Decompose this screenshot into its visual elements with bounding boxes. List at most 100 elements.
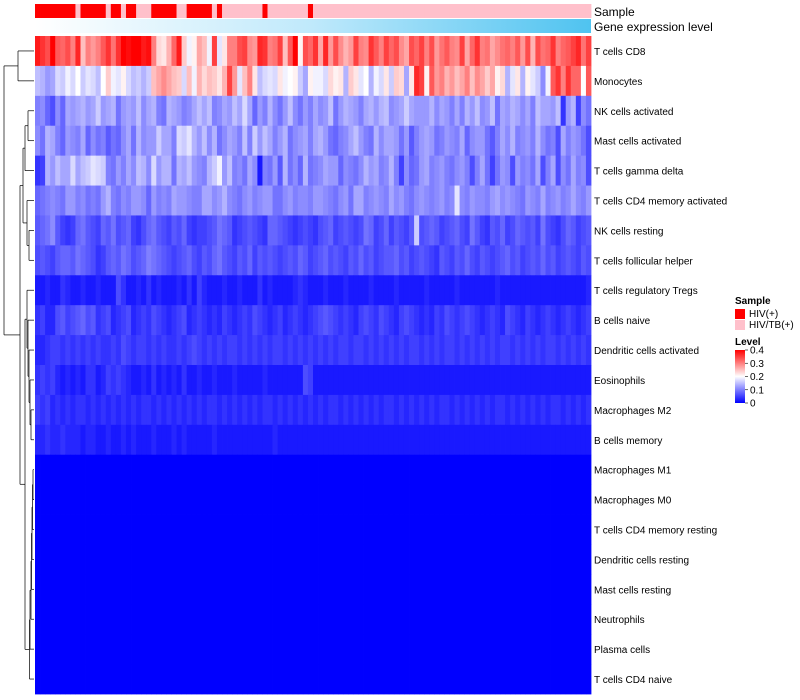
heatmap-cell: [252, 664, 258, 695]
heatmap-cell: [50, 95, 56, 127]
heatmap-cell: [570, 394, 577, 426]
heatmap-cell: [343, 215, 349, 246]
heatmap-cell: [151, 245, 157, 276]
heatmap-cell: [45, 65, 51, 97]
heatmap-cell: [560, 245, 567, 276]
heatmap-cell: [348, 245, 354, 276]
heatmap-cell: [176, 95, 182, 127]
heatmap-cell: [131, 634, 137, 665]
heatmap-cell: [181, 664, 188, 695]
heatmap-cell: [555, 365, 562, 396]
heatmap-cell: [222, 335, 228, 366]
heatmap-cell: [120, 454, 127, 486]
heatmap-cell: [110, 215, 117, 246]
heatmap-cell: [419, 604, 425, 635]
heatmap-cell: [550, 305, 557, 336]
heatmap-cell: [555, 245, 562, 276]
heatmap-cell: [449, 544, 455, 575]
heatmap-cell: [378, 424, 385, 456]
heatmap-cell: [166, 275, 172, 306]
heatmap-cell: [120, 155, 127, 186]
heatmap-cell: [474, 544, 481, 575]
heatmap-cell: [535, 604, 541, 635]
heatmap-cell: [505, 305, 511, 336]
heatmap-cell: [429, 155, 435, 186]
heatmap-cell: [444, 335, 450, 366]
heatmap-cell: [186, 574, 193, 605]
heatmap-cell: [176, 394, 182, 426]
heatmap-cell: [585, 335, 592, 366]
heatmap-cell: [196, 484, 203, 515]
heatmap-cell: [500, 305, 506, 336]
heatmap-cell: [545, 65, 551, 97]
heatmap-cell: [292, 36, 299, 67]
heatmap-cell: [307, 634, 314, 665]
heatmap-cell: [494, 185, 501, 216]
heatmap-cell: [409, 36, 415, 67]
heatmap-cell: [510, 305, 516, 336]
heatmap-cell: [302, 544, 309, 575]
heatmap-cell: [131, 275, 137, 306]
heatmap-cell: [388, 484, 395, 515]
heatmap-cell: [434, 394, 440, 426]
heatmap-cell: [40, 544, 46, 575]
heatmap-cell: [277, 65, 284, 97]
heatmap-cell: [105, 544, 112, 575]
heatmap-cell: [323, 394, 329, 426]
heatmap-cell: [434, 245, 440, 276]
heatmap-cell: [287, 574, 294, 605]
heatmap-cell: [161, 155, 167, 186]
heatmap-cell: [449, 155, 455, 186]
sample-annotation-cell: [535, 4, 541, 18]
heatmap-cell: [222, 394, 228, 426]
heatmap-cell: [333, 574, 339, 605]
heatmap-cell: [55, 394, 61, 426]
heatmap-cell: [267, 544, 273, 575]
heatmap-cell: [525, 305, 531, 336]
heatmap-cell: [60, 394, 66, 426]
heatmap-cell: [55, 365, 61, 396]
heatmap-cell: [95, 544, 102, 575]
heatmap-cell: [100, 365, 107, 396]
heatmap-cell: [45, 185, 51, 216]
heatmap-cell: [247, 365, 253, 396]
heatmap-cell: [403, 245, 410, 276]
heatmap-cell: [191, 185, 198, 216]
heatmap-cell: [494, 245, 501, 276]
heatmap-cell: [494, 155, 501, 186]
heatmap-cell: [575, 215, 582, 246]
heatmap-cell: [545, 305, 551, 336]
heatmap-cell: [429, 394, 435, 426]
heatmap-cell: [323, 634, 329, 665]
heatmap-cell: [520, 424, 526, 456]
sample-annotation-cell: [191, 4, 198, 18]
heatmap-cell: [222, 514, 228, 545]
heatmap-cell: [565, 275, 572, 306]
heatmap-cell: [95, 185, 102, 216]
heatmap-cell: [585, 514, 592, 545]
heatmap-cell: [136, 185, 142, 216]
heatmap-cell: [520, 185, 526, 216]
heatmap-cell: [90, 185, 97, 216]
heatmap-cell: [171, 514, 177, 545]
heatmap-cell: [211, 125, 218, 157]
heatmap-cell: [424, 484, 430, 515]
heatmap-cell: [297, 574, 304, 605]
heatmap-cell: [500, 454, 506, 486]
heatmap-cell: [494, 365, 501, 396]
heatmap-cell: [161, 335, 167, 366]
heatmap-cell: [45, 215, 51, 246]
heatmap-cell: [50, 335, 56, 366]
heatmap-cell: [479, 155, 486, 186]
heatmap-cell: [267, 245, 273, 276]
heatmap-cell: [171, 454, 177, 486]
heatmap-cell: [479, 65, 486, 97]
heatmap-cell: [302, 634, 309, 665]
heatmap-cell: [186, 95, 193, 127]
heatmap-cell: [484, 574, 491, 605]
heatmap-cell: [196, 215, 203, 246]
heatmap-cell: [222, 155, 228, 186]
heatmap-cell: [388, 36, 395, 67]
heatmap-cell: [146, 634, 152, 665]
heatmap-cell: [307, 305, 314, 336]
